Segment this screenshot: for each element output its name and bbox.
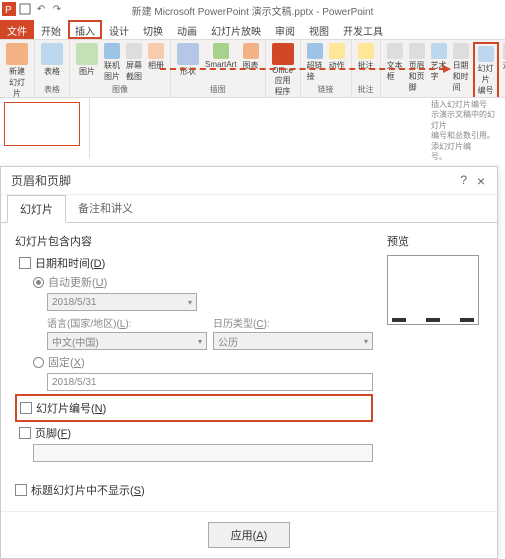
window-title: 新建 Microsoft PowerPoint 演示文稿.pptx - Powe… [132,3,374,18]
dialog-preview-panel: 预览 [387,233,483,501]
dialog-title: 页眉和页脚 [11,172,71,189]
dialog-tabs: 幻灯片 备注和讲义 [1,195,497,223]
fixed-date-input[interactable]: 2018/5/31 [47,373,373,391]
online-pictures-button[interactable]: 联机图片 [102,42,122,83]
slide-number-highlight: 幻灯片 编号 [473,42,499,98]
tab-home[interactable]: 开始 [34,20,68,39]
close-icon[interactable]: × [473,173,489,189]
tab-view[interactable]: 视图 [302,20,336,39]
radio-fixed[interactable] [33,357,44,368]
ribbon-group-tables: 表格 表格 [35,40,70,97]
checkbox-datetime-row: 日期和时间(D) [15,255,373,271]
calendar-label: 日历类型(C): [213,315,373,330]
tab-animations[interactable]: 动画 [170,20,204,39]
slide-number-checkbox-highlight: 幻灯片编号(N) [15,394,373,422]
date-format-select[interactable]: 2018/5/31▾ [47,293,197,311]
datetime-button[interactable]: 日期和时间 [451,42,471,94]
ribbon: 新建 幻灯片 幻灯片 表格 表格 图片 联机图片 屏幕截图 相册 图像 形状 S… [0,40,505,98]
table-button[interactable]: 表格 [39,42,65,78]
language-select[interactable]: 中文(中国)▾ [47,332,207,350]
tab-file[interactable]: 文件 [0,20,34,39]
checkbox-slide-number[interactable] [20,402,32,414]
checkbox-footer-row: 页脚(F) [15,425,373,441]
checkbox-datetime[interactable] [19,257,31,269]
tab-transitions[interactable]: 切换 [136,20,170,39]
slide-thumbnail-panel: 1 [0,98,90,158]
pictures-button[interactable]: 图片 [74,42,100,78]
redo-icon[interactable]: ↷ [50,2,64,16]
section-title: 幻灯片包含内容 [15,233,373,249]
tooltip-info: 插入幻灯片编号示演示文稿中的幻灯片 编号和总数引用。添幻灯片编号。 [431,100,501,162]
smartart-button[interactable]: SmartArt [203,42,239,70]
textbox-button[interactable]: 文本框 [385,42,405,83]
help-icon[interactable]: ? [460,173,467,187]
dialog-titlebar: 页眉和页脚 ? × [1,167,497,195]
checkbox-footer[interactable] [19,427,31,439]
shapes-button[interactable]: 形状 [175,42,201,78]
addins-button[interactable]: Office 应用程序 [270,42,296,98]
radio-auto-update[interactable] [33,277,44,288]
wordart-button[interactable]: 艺术字 [429,42,449,83]
dialog-tab-notes[interactable]: 备注和讲义 [66,195,145,222]
quick-access-toolbar: P ↶ ↷ [2,2,64,16]
calendar-select[interactable]: 公历▾ [213,332,373,350]
object-button[interactable]: 对象 [501,42,505,72]
dialog-footer: 应用(A) [1,511,497,558]
screenshot-button[interactable]: 屏幕截图 [124,42,144,83]
language-label: 语言(国家/地区)(L): [47,315,207,330]
dialog-left-panel: 幻灯片包含内容 日期和时间(D) 自动更新(U) 2018/5/31▾ 语言(国… [15,233,373,501]
slide-thumbnail-1[interactable] [4,102,80,146]
ribbon-group-images: 图片 联机图片 屏幕截图 相册 图像 [70,40,171,97]
radio-fixed-row: 固定(X) [15,354,373,370]
save-icon[interactable] [18,2,32,16]
apply-button[interactable]: 应用(A) [208,522,291,548]
header-footer-dialog: 页眉和页脚 ? × 幻灯片 备注和讲义 幻灯片包含内容 日期和时间(D) 自动更… [0,166,498,559]
tab-insert[interactable]: 插入 [68,20,102,39]
checkbox-hide-title[interactable] [15,484,27,496]
radio-auto-row: 自动更新(U) [15,274,373,290]
footer-text-input[interactable] [33,444,373,462]
dialog-tab-slide[interactable]: 幻灯片 [7,195,66,223]
slide-area: 1 插入幻灯片编号示演示文稿中的幻灯片 编号和总数引用。添幻灯片编号。 [0,98,505,158]
preview-box [387,255,479,325]
slide-number-button[interactable]: 幻灯片 编号 [476,45,496,97]
preview-label: 预览 [387,233,483,249]
tab-design[interactable]: 设计 [102,20,136,39]
checkbox-hide-title-row: 标题幻灯片中不显示(S) [15,482,373,498]
app-icon: P [2,2,16,16]
ribbon-tabs: 文件 开始 插入 设计 切换 动画 幻灯片放映 审阅 视图 开发工具 [0,20,505,40]
new-slide-button[interactable]: 新建 幻灯片 [4,42,30,98]
title-bar: P ↶ ↷ 新建 Microsoft PowerPoint 演示文稿.pptx … [0,0,505,20]
hyperlink-button[interactable]: 超链接 [305,42,325,83]
undo-icon[interactable]: ↶ [34,2,48,16]
slide-canvas[interactable]: 插入幻灯片编号示演示文稿中的幻灯片 编号和总数引用。添幻灯片编号。 [90,98,505,158]
tab-developer[interactable]: 开发工具 [336,20,390,39]
svg-text:P: P [5,5,12,16]
annotation-arrow [160,68,445,70]
tab-review[interactable]: 审阅 [268,20,302,39]
ribbon-group-slides: 新建 幻灯片 幻灯片 [0,40,35,97]
tab-slideshow[interactable]: 幻灯片放映 [204,20,268,39]
